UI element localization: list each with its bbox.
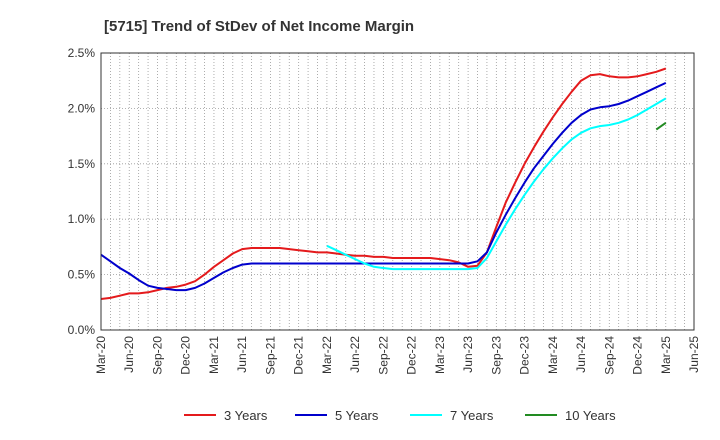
- x-tick-label: Mar-24: [546, 336, 560, 374]
- y-axis: 0.0% 0.5% 1.0% 1.5% 2.0% 2.5%: [68, 46, 96, 337]
- legend: 3 Years 5 Years 7 Years 10 Years: [184, 408, 616, 423]
- x-tick-label: Dec-20: [179, 336, 193, 375]
- x-tick-label: Jun-24: [574, 336, 588, 373]
- x-tick-label: Jun-22: [348, 336, 362, 373]
- grid: [101, 53, 694, 330]
- series-line-3: [326, 97, 667, 271]
- x-tick-label: Jun-20: [122, 336, 136, 373]
- series-line-2: [100, 81, 667, 292]
- plot-area: [100, 52, 695, 331]
- x-tick-label: Dec-21: [292, 336, 306, 375]
- legend-item: 5 Years: [295, 408, 379, 423]
- y-tick-label: 0.0%: [68, 323, 96, 337]
- x-tick-label: Mar-25: [659, 336, 673, 374]
- x-tick-label: Sep-22: [376, 336, 390, 375]
- series-line-4: [655, 121, 667, 131]
- legend-item: 10 Years: [525, 408, 616, 423]
- legend-label: 3 Years: [224, 408, 268, 423]
- legend-label: 5 Years: [335, 408, 379, 423]
- x-tick-label: Jun-23: [461, 336, 475, 373]
- x-tick-label: Mar-22: [320, 336, 334, 374]
- x-axis: Mar-20 Jun-20 Sep-20 Dec-20 Mar-21 Jun-21 Sep-…: [94, 336, 701, 375]
- series-line-1: [100, 67, 667, 300]
- y-tick-label: 1.0%: [68, 212, 96, 226]
- x-tick-label: Jun-25: [687, 336, 701, 373]
- x-tick-label: Mar-23: [433, 336, 447, 374]
- x-tick-label: Sep-24: [602, 336, 616, 375]
- x-tick-label: Sep-23: [489, 336, 503, 375]
- legend-item: 7 Years: [410, 408, 494, 423]
- x-tick-label: Dec-24: [631, 336, 645, 375]
- chart-title: [5715] Trend of StDev of Net Income Marg…: [104, 18, 414, 35]
- x-tick-label: Sep-20: [150, 336, 164, 375]
- x-tick-label: Dec-23: [518, 336, 532, 375]
- y-tick-label: 2.5%: [68, 46, 96, 60]
- x-tick-label: Sep-21: [263, 336, 277, 375]
- legend-label: 7 Years: [450, 408, 494, 423]
- series-group: [100, 67, 667, 300]
- y-tick-label: 2.0%: [68, 101, 96, 115]
- x-tick-label: Mar-20: [94, 336, 108, 374]
- x-tick-label: Jun-21: [235, 336, 249, 373]
- x-tick-label: Mar-21: [207, 336, 221, 374]
- y-tick-label: 1.5%: [68, 157, 96, 171]
- legend-item: 3 Years: [184, 408, 268, 423]
- y-tick-label: 0.5%: [68, 268, 96, 282]
- x-tick-label: Dec-22: [405, 336, 419, 375]
- legend-label: 10 Years: [565, 408, 616, 423]
